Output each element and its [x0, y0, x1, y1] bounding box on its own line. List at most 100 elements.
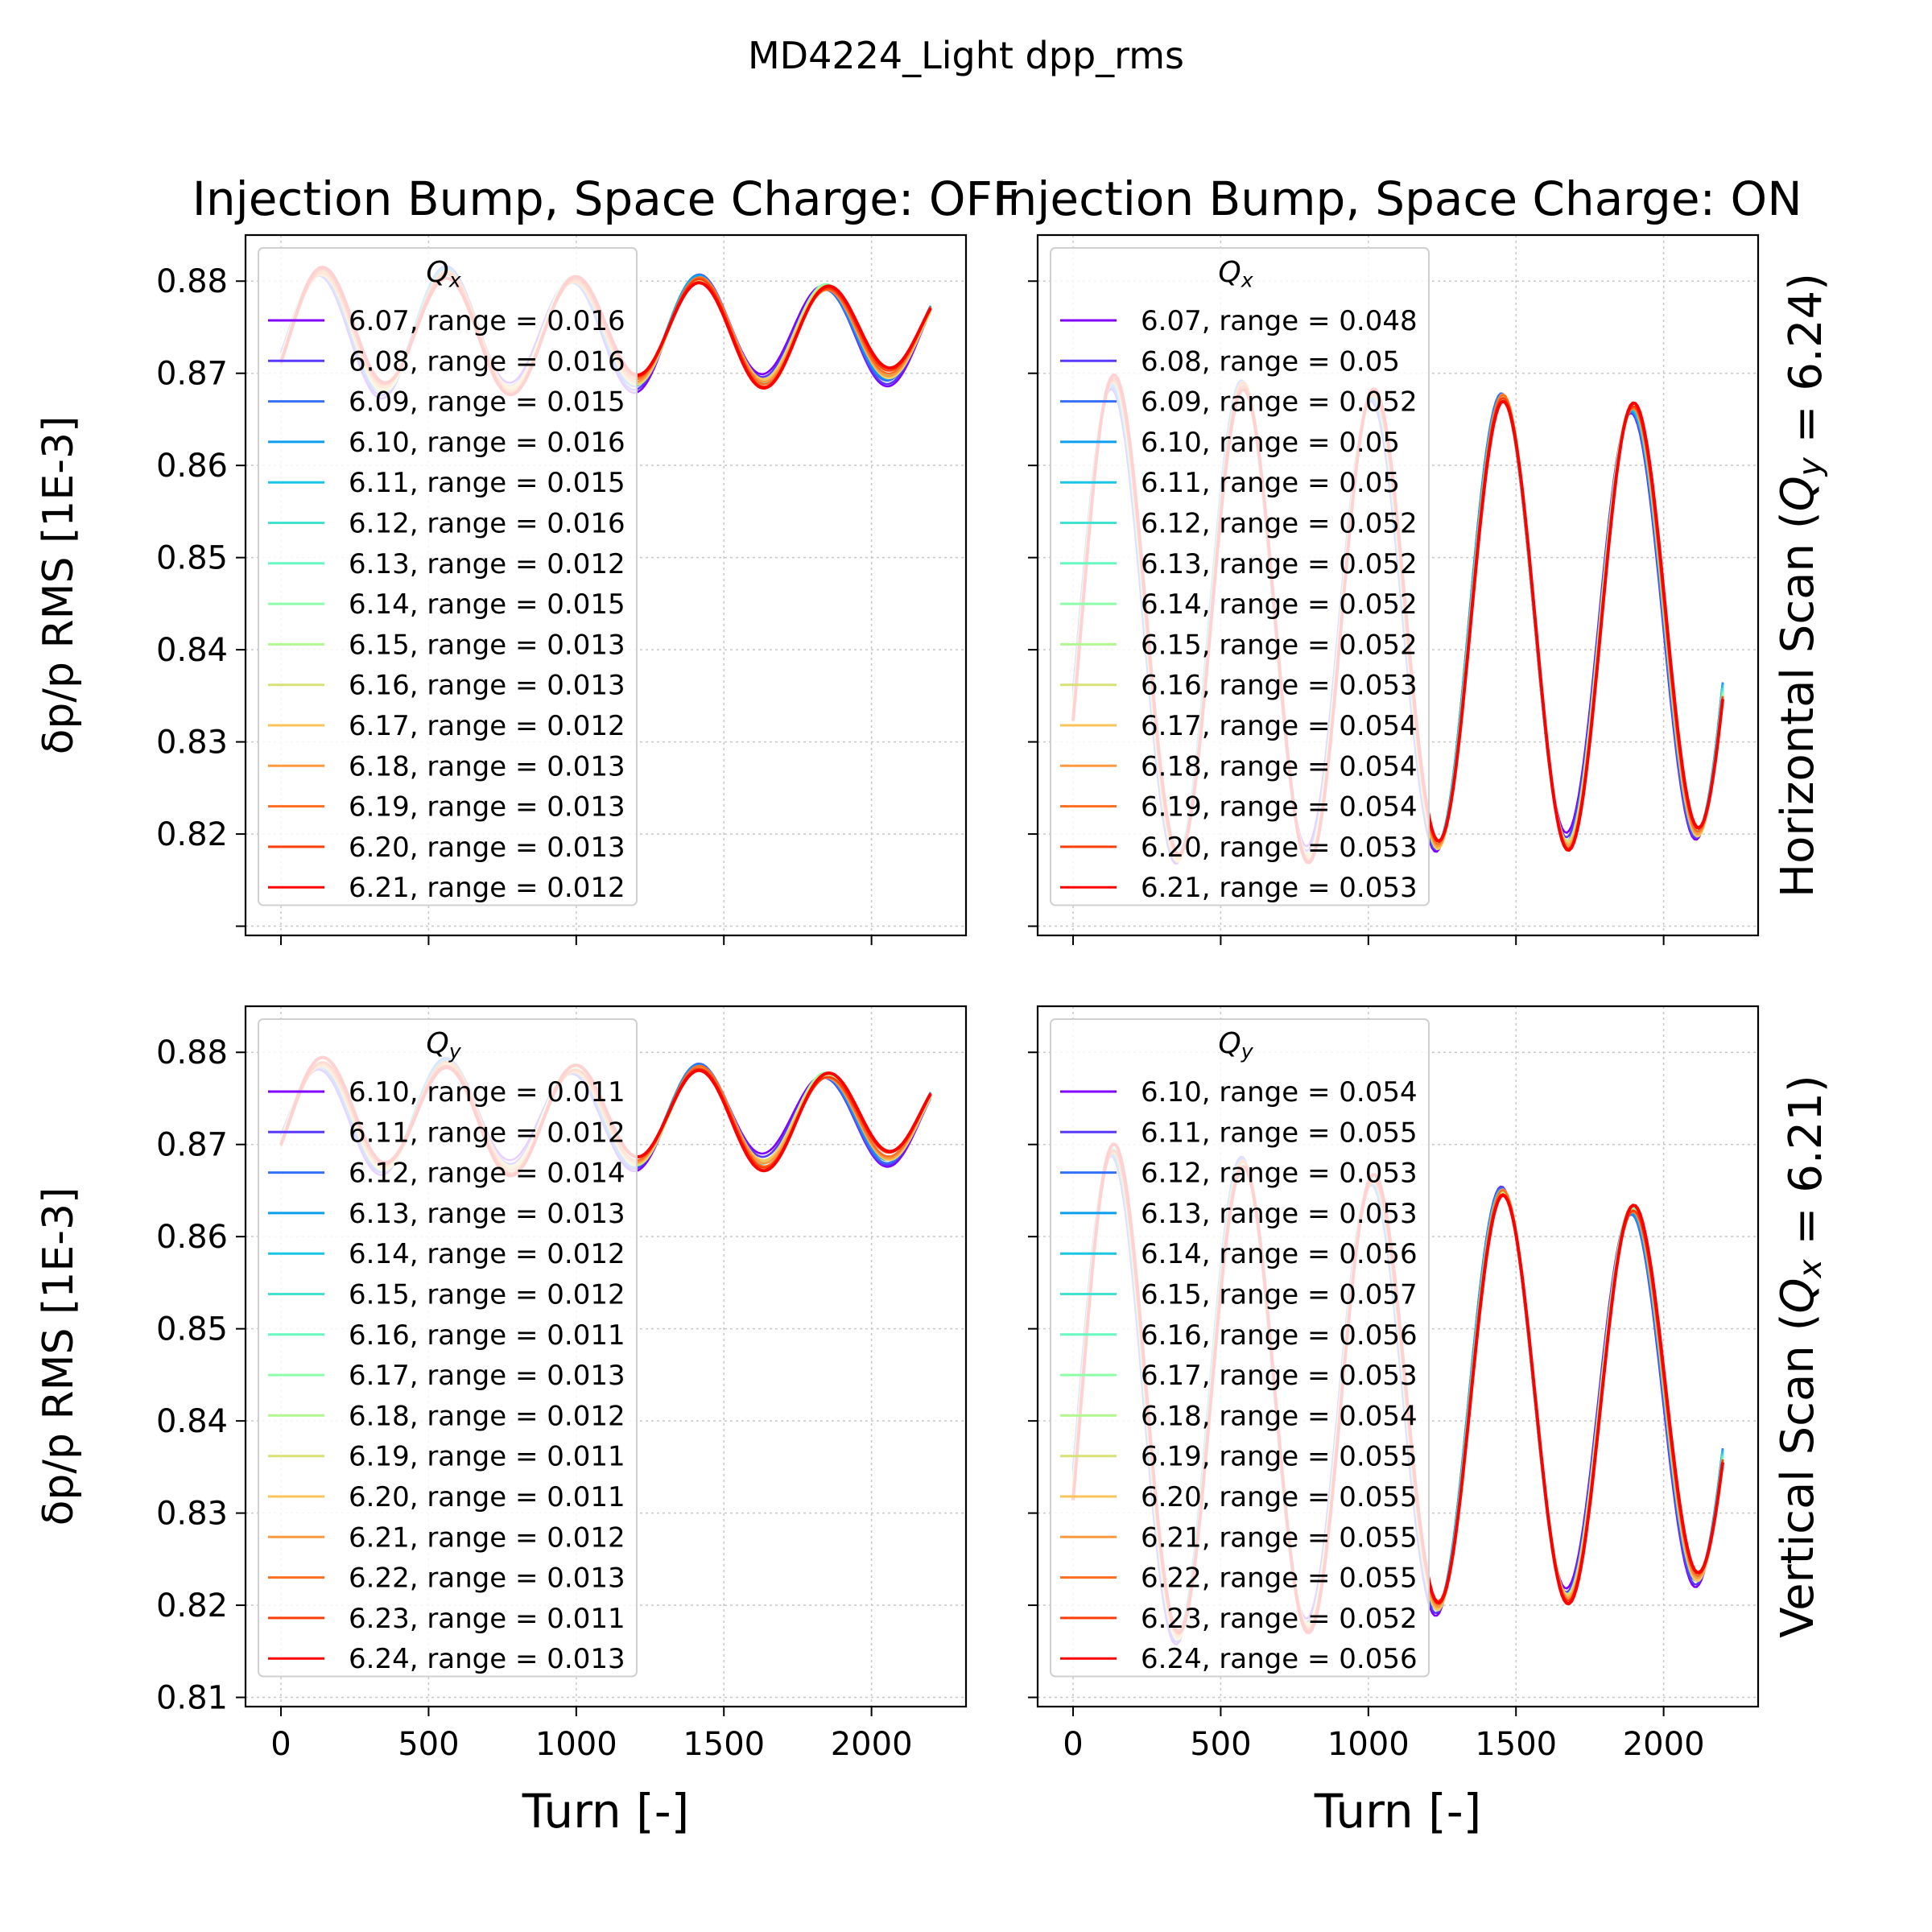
y-tick-label: 0.86: [156, 1219, 228, 1256]
legend-entry: 6.18, range = 0.054: [1141, 750, 1418, 782]
y-axis-label: δp/p RMS [1E-3]: [35, 1187, 83, 1526]
legend: Qy 6.10, range = 0.054 6.11, range = 0.055…: [1050, 1018, 1430, 1678]
legend-entry: 6.15, range = 0.057: [1141, 1279, 1418, 1311]
axes-frame: [1036, 1005, 1760, 1708]
legend-entry: 6.21, range = 0.012: [349, 872, 625, 904]
legend-entry: 6.19, range = 0.054: [1141, 791, 1418, 824]
legend-entry: 6.17, range = 0.012: [349, 710, 625, 742]
legend-box: [258, 247, 638, 906]
legend-entry: 6.11, range = 0.05: [1141, 467, 1400, 499]
legend-title: Qx: [426, 256, 461, 291]
legend-entry: 6.13, range = 0.053: [1141, 1198, 1418, 1230]
legend-entry: 6.08, range = 0.016: [349, 345, 625, 378]
legend-entry: 6.24, range = 0.013: [349, 1643, 625, 1675]
legend-entry: 6.07, range = 0.016: [349, 305, 625, 337]
x-axis-label: Turn [-]: [1314, 1784, 1482, 1839]
legend-entry: 6.11, range = 0.055: [1141, 1117, 1418, 1149]
legend-title: Qy: [426, 1027, 461, 1063]
legend-entry: 6.10, range = 0.016: [349, 427, 625, 459]
legend-entry: 6.14, range = 0.015: [349, 588, 625, 621]
y-axis-label: δp/p RMS [1E-3]: [35, 416, 83, 755]
legend-entry: 6.21, range = 0.055: [1141, 1521, 1418, 1554]
x-tick-label: 1500: [683, 1726, 765, 1763]
legend-entry: 6.15, range = 0.012: [349, 1279, 625, 1311]
legend-box: [1050, 1018, 1430, 1678]
x-tick-label: 2000: [831, 1726, 913, 1763]
x-tick-label: 500: [398, 1726, 459, 1763]
legend-entry: 6.13, range = 0.013: [349, 1198, 625, 1230]
legend-entry: 6.12, range = 0.053: [1141, 1158, 1418, 1190]
row-label-1: Horizontal Scan (Qy = 6.24): [1772, 273, 1832, 898]
legend: Qy 6.10, range = 0.011 6.11, range = 0.012…: [258, 1018, 638, 1678]
y-tick-label: 0.85: [156, 1311, 228, 1348]
legend-entry: 6.14, range = 0.052: [1141, 588, 1418, 621]
x-tick-label: 0: [1063, 1726, 1083, 1763]
x-tick-label: 1500: [1475, 1726, 1557, 1763]
x-tick-label: 1000: [535, 1726, 617, 1763]
legend-entry: 6.13, range = 0.052: [1141, 548, 1418, 580]
legend-entry: 6.20, range = 0.013: [349, 832, 625, 864]
legend: Qx 6.07, range = 0.048 6.08, range = 0.05 6…: [1050, 247, 1430, 906]
figure-suptitle: MD4224_Light dpp_rms: [748, 34, 1184, 77]
legend-entry: 6.14, range = 0.012: [349, 1238, 625, 1270]
legend-entry: 6.13, range = 0.012: [349, 548, 625, 580]
x-tick-label: 500: [1190, 1726, 1251, 1763]
y-tick-label: 0.87: [156, 356, 228, 393]
legend-entry: 6.19, range = 0.011: [349, 1441, 625, 1473]
x-tick-label: 2000: [1623, 1726, 1705, 1763]
y-tick-label: 0.81: [156, 1680, 228, 1717]
legend-entry: 6.11, range = 0.012: [349, 1117, 625, 1149]
legend-entry: 6.17, range = 0.053: [1141, 1360, 1418, 1392]
legend-entry: 6.21, range = 0.053: [1141, 872, 1418, 904]
subplot-title: Injection Bump, Space Charge: OFF: [192, 171, 1020, 226]
y-tick-label: 0.82: [156, 1587, 228, 1624]
y-tick-label: 0.83: [156, 724, 228, 762]
subplot-3: 0 500 1000 1500 2000 0.88 0.87 0.86 0.85 0.84 0.83…: [35, 1005, 968, 1839]
x-axis-label: Turn [-]: [522, 1784, 690, 1839]
subplot-grid: 0.88 0.87 0.86 0.85 0.84 0.83 0.82 δp/p RMS [1E…: [35, 171, 1832, 1839]
legend-entry: 6.16, range = 0.053: [1141, 670, 1418, 702]
legend-entry: 6.15, range = 0.052: [1141, 629, 1418, 661]
legend-entry: 6.10, range = 0.054: [1141, 1076, 1418, 1108]
legend-entry: 6.10, range = 0.05: [1141, 427, 1400, 459]
row-label-2: Vertical Scan (Qx = 6.21): [1772, 1075, 1832, 1638]
x-tick-label: 0: [270, 1726, 291, 1763]
axes-frame: [244, 1005, 968, 1708]
legend-entry: 6.22, range = 0.013: [349, 1563, 625, 1595]
legend-entry: 6.23, range = 0.052: [1141, 1603, 1418, 1635]
subplot-title: Injection Bump, Space Charge: ON: [993, 171, 1802, 226]
y-tick-label: 0.85: [156, 540, 228, 577]
legend-entry: 6.12, range = 0.014: [349, 1158, 625, 1190]
legend-title: Qy: [1218, 1027, 1253, 1063]
legend-entry: 6.07, range = 0.048: [1141, 305, 1418, 337]
legend-box: [1050, 247, 1430, 906]
legend: Qx 6.07, range = 0.016 6.08, range = 0.016…: [258, 247, 638, 906]
legend-entry: 6.09, range = 0.052: [1141, 386, 1418, 419]
legend-entry: 6.20, range = 0.011: [349, 1481, 625, 1513]
legend-entry: 6.20, range = 0.053: [1141, 832, 1418, 864]
legend-entry: 6.08, range = 0.05: [1141, 345, 1400, 378]
legend-entry: 6.24, range = 0.056: [1141, 1643, 1418, 1675]
y-tick-label: 0.88: [156, 263, 228, 300]
legend-entry: 6.18, range = 0.054: [1141, 1400, 1418, 1432]
legend-entry: 6.17, range = 0.054: [1141, 710, 1418, 742]
legend-entry: 6.19, range = 0.055: [1141, 1441, 1418, 1473]
legend-entry: 6.18, range = 0.012: [349, 1400, 625, 1432]
legend-entry: 6.10, range = 0.011: [349, 1076, 625, 1108]
legend-title: Qx: [1218, 256, 1253, 291]
legend-entry: 6.23, range = 0.011: [349, 1603, 625, 1635]
y-tick-label: 0.83: [156, 1496, 228, 1533]
y-tick-label: 0.86: [156, 448, 228, 485]
x-tick-label: 1000: [1327, 1726, 1410, 1763]
legend-entry: 6.19, range = 0.013: [349, 791, 625, 824]
legend-entry: 6.22, range = 0.055: [1141, 1563, 1418, 1595]
legend-entry: 6.16, range = 0.011: [349, 1319, 625, 1352]
y-tick-label: 0.84: [156, 1403, 228, 1440]
legend-entry: 6.12, range = 0.016: [349, 508, 625, 540]
legend-entry: 6.21, range = 0.012: [349, 1521, 625, 1554]
legend-entry: 6.17, range = 0.013: [349, 1360, 625, 1392]
legend-entry: 6.09, range = 0.015: [349, 386, 625, 419]
legend-entry: 6.16, range = 0.056: [1141, 1319, 1418, 1352]
legend-entry: 6.11, range = 0.015: [349, 467, 625, 499]
